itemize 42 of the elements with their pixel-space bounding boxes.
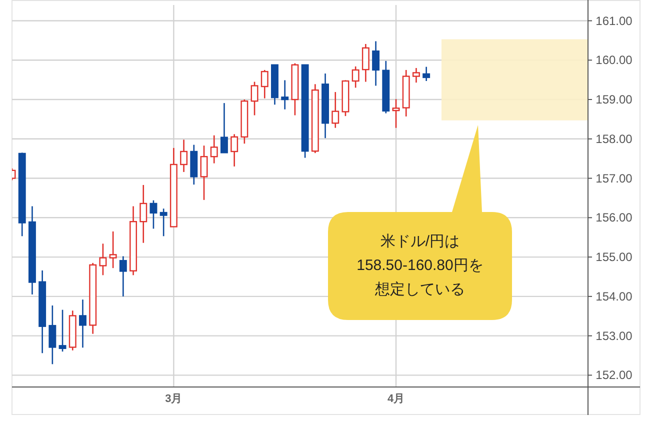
candlestick [230,134,238,168]
y-tick-label: 156.00 [596,210,633,225]
candlestick [392,98,400,129]
candlestick [412,67,420,84]
candlestick [311,84,319,154]
candlestick [89,262,97,334]
candlestick [130,206,137,276]
candlestick [402,69,410,118]
candlestick [422,66,430,82]
candlestick [68,310,76,352]
candlestick [119,256,127,298]
candlestick [281,80,289,110]
y-tick-label: 158.00 [596,132,633,146]
candlestick [28,206,36,296]
candlestick [382,60,390,114]
x-tick-label: 4月 [387,393,405,405]
x-tick-label: 3月 [165,393,182,405]
y-tick-label: 152.00 [596,368,633,382]
y-tick-label: 161.00 [596,14,633,28]
candlestick [372,40,380,86]
candlestick [190,144,198,186]
candlestick [79,298,86,348]
annotation: 想定している [374,281,465,298]
candlestick [99,243,107,276]
candlestick [48,304,56,365]
candlestick [210,134,218,164]
candlestick [322,72,329,139]
y-tick-label: 155.00 [596,250,633,264]
annotation: 米ドル/円は [380,233,460,250]
y-tick-label: 154.00 [596,289,633,304]
candlestick [109,230,117,269]
candlestick [200,144,208,201]
candlestick [180,139,188,173]
y-tick-label: 153.00 [596,328,633,343]
candlestick [38,270,46,354]
candlestick [362,43,370,82]
y-tick-label: 160.00 [596,53,633,68]
y-tick-label: 159.00 [596,92,633,107]
annotation: 158.50-160.80円を [356,257,484,274]
y-tick-label: 157.00 [596,171,633,186]
candlestick [332,91,340,129]
candlestick [140,184,148,244]
